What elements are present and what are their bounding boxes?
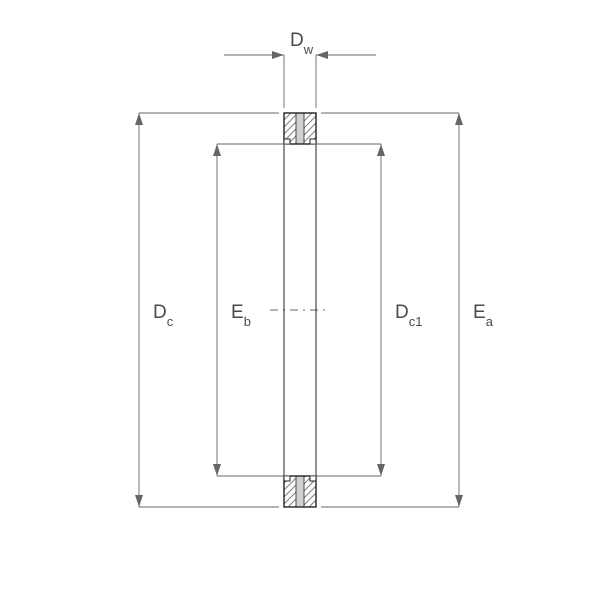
bearing-diagram: DwDcEbDc1Ea [0, 0, 600, 600]
